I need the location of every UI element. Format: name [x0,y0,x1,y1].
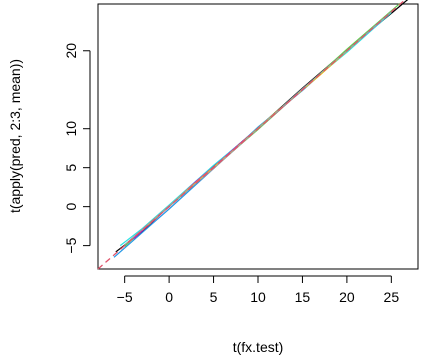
y-tick-label: 5 [63,164,79,172]
plot-area-frame [97,3,419,270]
x-axis-label: t(fx.test) [233,339,284,355]
reference-line [97,0,406,270]
x-tick-label: 0 [165,289,173,305]
y-axis: −5 0 5 10 20 [63,43,91,254]
x-tick-label: 20 [339,289,355,305]
x-tick-label: −5 [117,289,133,305]
x-tick-label: 25 [384,289,400,305]
x-axis: −5 0 5 10 15 20 25 [117,275,400,305]
x-tick-label: 5 [210,289,218,305]
y-tick-label: 20 [63,43,79,59]
series-layer [97,0,409,270]
y-tick-label: −5 [63,237,79,253]
x-tick-label: 10 [250,289,266,305]
y-tick-label: 0 [63,203,79,211]
x-tick-label: 15 [295,289,311,305]
y-axis-label: t(apply(pred, 2:3, mean)) [7,59,23,213]
y-tick-label: 10 [63,121,79,137]
